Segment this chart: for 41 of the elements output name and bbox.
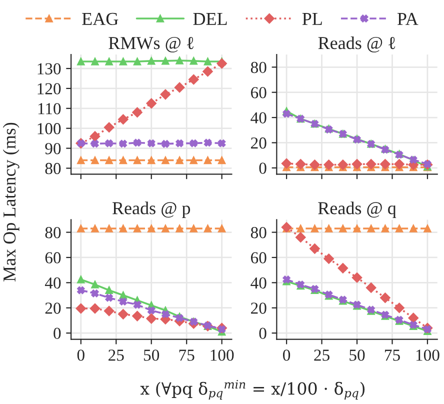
chart-title: Reads @ p xyxy=(112,202,190,218)
y-tick-label: 80 xyxy=(250,226,266,238)
y-tick-label: 80 xyxy=(45,162,61,174)
x-tick-label: 75 xyxy=(385,350,400,361)
x-tick-label: 75 xyxy=(179,350,194,361)
y-tick-label: 0 xyxy=(259,162,266,174)
x-tick-label: 50 xyxy=(350,350,365,361)
y-tick-label: 40 xyxy=(44,277,61,289)
y-tick-label: 40 xyxy=(250,277,266,289)
x-tick-label: 100 xyxy=(416,350,440,361)
y-axis-title: Max Op Latency (ms) xyxy=(2,122,20,282)
y-tick-label: 20 xyxy=(45,302,61,314)
chart-title: Reads @ ℓ xyxy=(318,36,396,52)
legend-label: EAG xyxy=(82,12,118,26)
y-tick-label: 20 xyxy=(251,137,266,149)
y-tick-label: 0 xyxy=(54,328,61,340)
x-tick-label: 100 xyxy=(210,350,234,361)
y-tick-label: 100 xyxy=(38,123,61,134)
x-tick-label: 25 xyxy=(108,350,124,361)
legend-label: PL xyxy=(302,13,322,25)
legend-label: DEL xyxy=(193,13,227,25)
y-tick-label: 110 xyxy=(38,103,61,114)
x-axis-title: x (∀pq δ$_{pq}$$^{min}$ = x/100 · δ$_{pq}$) xyxy=(140,380,365,400)
y-tick-label: 60 xyxy=(45,252,61,264)
chart-title: Reads @ q xyxy=(318,202,396,218)
chart-title: RMWs @ ℓ xyxy=(108,36,194,52)
legend-label: PA xyxy=(397,12,418,25)
y-tick-label: 80 xyxy=(45,226,61,238)
y-tick-label: 130 xyxy=(38,63,61,74)
x-tick-label: 50 xyxy=(144,350,160,361)
y-tick-label: 120 xyxy=(38,83,61,94)
y-tick-label: 90 xyxy=(45,142,61,154)
x-tick-label: 25 xyxy=(314,350,330,361)
x-tick-label: 0 xyxy=(77,350,84,361)
y-tick-label: 60 xyxy=(251,252,266,264)
y-tick-label: 60 xyxy=(251,87,266,98)
x-tick-label: 0 xyxy=(283,350,290,361)
y-tick-label: 40 xyxy=(250,112,266,124)
y-tick-label: 80 xyxy=(250,62,266,74)
y-tick-label: 20 xyxy=(251,302,266,314)
y-tick-label: 0 xyxy=(259,328,266,340)
